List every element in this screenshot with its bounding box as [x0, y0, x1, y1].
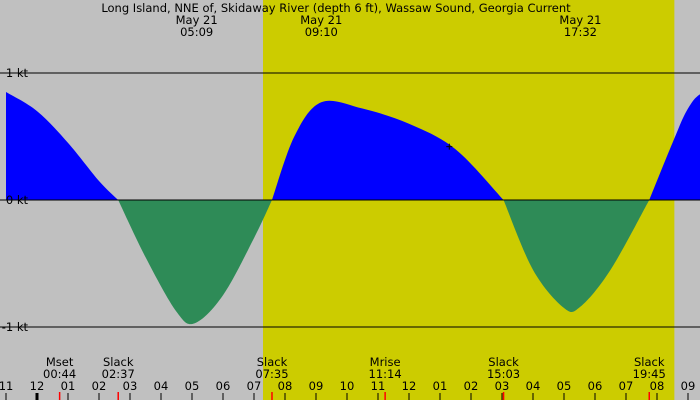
- event-name-label-1: Mset: [46, 355, 74, 369]
- event-time-label-3: 07:35: [255, 367, 288, 381]
- x-tick-label-07-7: 07: [247, 379, 262, 393]
- event-time-label-2: 02:37: [102, 367, 135, 381]
- event-time-label-6: 19:45: [633, 367, 666, 381]
- top-date-label-1: May 21: [176, 13, 218, 27]
- event-name-label-3: Slack: [257, 355, 288, 369]
- x-tick-label-08-20: 08: [650, 379, 665, 393]
- ebb-area-4: [503, 200, 650, 313]
- flood-area-1: [6, 92, 119, 200]
- y-label-0-kt: 0 kt: [6, 193, 29, 207]
- y-label--1-kt: -1 kt: [2, 320, 29, 334]
- event-time-label-5: 15:03: [487, 367, 520, 381]
- x-tick-label-11--1: 11: [0, 379, 13, 393]
- x-tick-label-01-13: 01: [433, 379, 448, 393]
- x-tick-label-11-11: 11: [371, 379, 386, 393]
- chart-title: Long Island, NNE of, Skidaway River (dep…: [101, 1, 571, 15]
- event-name-label-5: Slack: [488, 355, 519, 369]
- top-date-label-2: May 21: [300, 13, 342, 27]
- y-label-1-kt: 1 kt: [6, 66, 29, 80]
- x-tick-label-01-1: 01: [61, 379, 76, 393]
- top-date-label-3: May 21: [559, 13, 601, 27]
- flood-area-3: [271, 100, 504, 200]
- ebb-area-2: [118, 200, 272, 325]
- x-tick-label-03-3: 03: [123, 379, 138, 393]
- x-tick-label-10-10: 10: [340, 379, 355, 393]
- top-time-label-1: 05:09: [180, 25, 213, 39]
- event-name-label-2: Slack: [103, 355, 134, 369]
- flood-area-5: [649, 94, 700, 200]
- x-tick-label-09-9: 09: [309, 379, 324, 393]
- event-time-label-4: 11:14: [369, 367, 402, 381]
- x-tick-label-07-19: 07: [619, 379, 634, 393]
- x-tick-label-05-5: 05: [185, 379, 200, 393]
- event-name-label-6: Slack: [634, 355, 665, 369]
- top-time-label-2: 09:10: [305, 25, 338, 39]
- x-tick-label-02-14: 02: [464, 379, 479, 393]
- x-tick-label-05-17: 05: [557, 379, 572, 393]
- x-tick-label-03-15: 03: [495, 379, 510, 393]
- x-tick-label-06-6: 06: [216, 379, 231, 393]
- x-tick-label-06-18: 06: [588, 379, 603, 393]
- x-tick-label-08-8: 08: [278, 379, 293, 393]
- x-tick-label-02-2: 02: [92, 379, 107, 393]
- x-tick-label-04-16: 04: [526, 379, 541, 393]
- event-name-label-4: Mrise: [370, 355, 401, 369]
- x-tick-label-09-21: 09: [681, 379, 696, 393]
- x-tick-label-12-12: 12: [402, 379, 417, 393]
- top-time-label-3: 17:32: [564, 25, 597, 39]
- x-tick-label-04-4: 04: [154, 379, 169, 393]
- x-tick-label-12-0: 12: [30, 379, 45, 393]
- event-time-label-1: 00:44: [43, 367, 76, 381]
